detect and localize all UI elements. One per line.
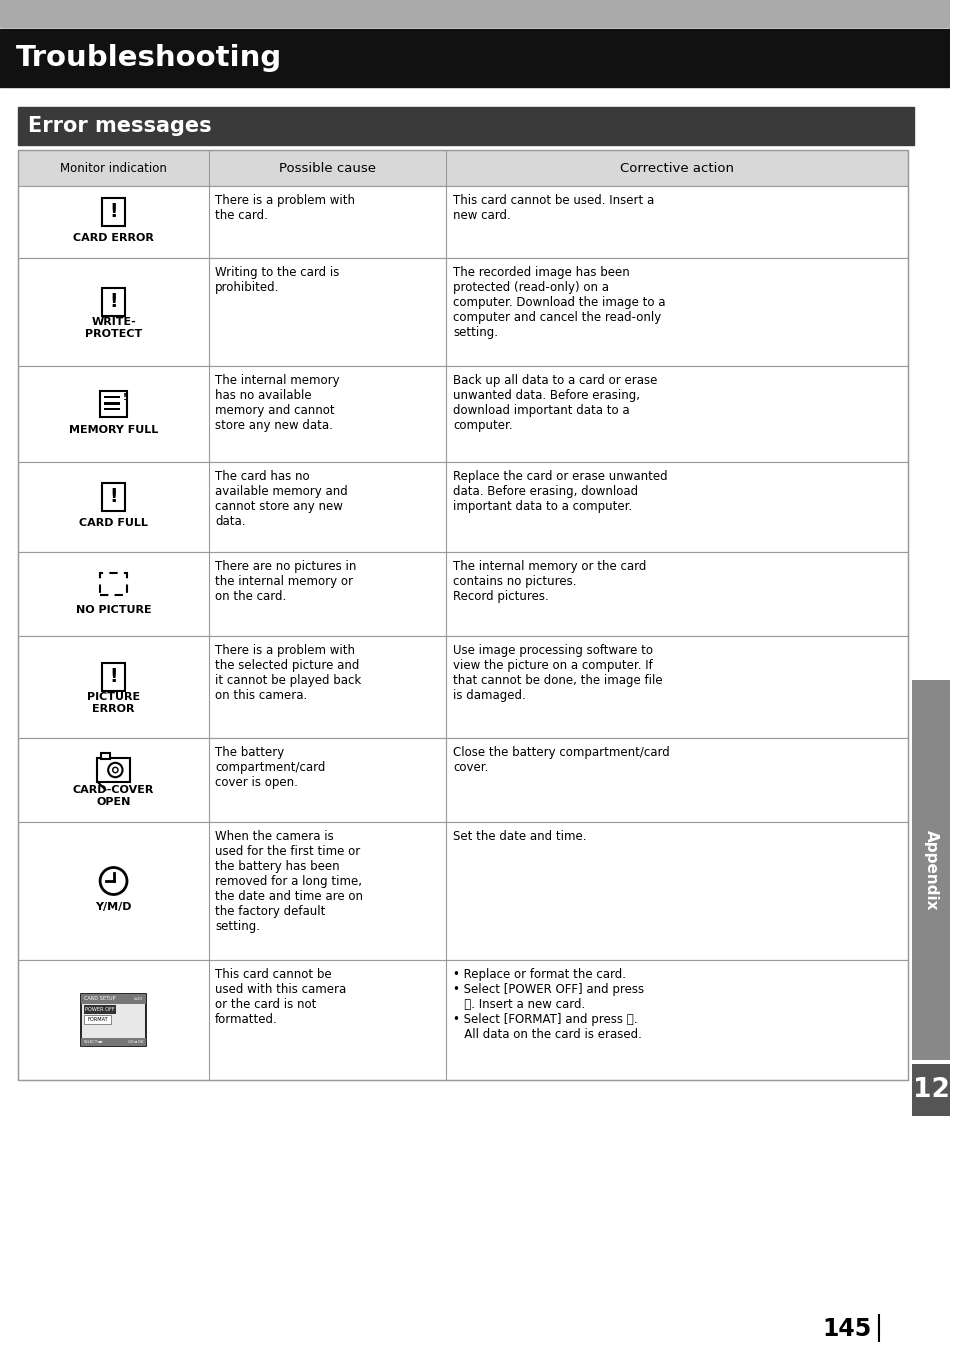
- Text: WRITE-
PROTECT: WRITE- PROTECT: [85, 318, 142, 339]
- Text: Back up all data to a card or erase
unwanted data. Before erasing,
download impo: Back up all data to a card or erase unwa…: [453, 375, 657, 432]
- Text: Monitor indication: Monitor indication: [60, 161, 167, 175]
- Bar: [84, 1004, 116, 1014]
- Bar: [102, 198, 125, 227]
- Bar: [18, 186, 907, 258]
- Bar: [101, 753, 110, 760]
- Text: Use image processing software to
view the picture on a computer. If
that cannot : Use image processing software to view th…: [453, 645, 662, 702]
- Bar: [104, 407, 120, 410]
- Text: The internal memory
has no available
memory and cannot
store any new data.: The internal memory has no available mem…: [215, 375, 339, 432]
- Text: CARD ERROR: CARD ERROR: [73, 233, 153, 243]
- Bar: [102, 483, 125, 512]
- Bar: [18, 107, 914, 145]
- Bar: [18, 552, 907, 636]
- Text: FORMAT: FORMAT: [87, 1016, 108, 1022]
- Text: This card cannot be
used with this camera
or the card is not
formatted.: This card cannot be used with this camer…: [215, 968, 346, 1026]
- Bar: [18, 366, 907, 461]
- Text: NO PICTURE: NO PICTURE: [75, 605, 152, 615]
- Bar: [911, 1064, 949, 1115]
- Text: PICTURE
ERROR: PICTURE ERROR: [87, 692, 140, 714]
- Text: SELECT◄►: SELECT◄►: [84, 1039, 104, 1044]
- Bar: [18, 636, 907, 738]
- Text: CARD SETUP: CARD SETUP: [84, 996, 115, 1001]
- Bar: [18, 959, 907, 1080]
- Text: !: !: [110, 487, 117, 506]
- Text: MEMORY FULL: MEMORY FULL: [69, 425, 158, 436]
- Text: The battery
compartment/card
cover is open.: The battery compartment/card cover is op…: [215, 746, 325, 788]
- Bar: [100, 391, 127, 417]
- Bar: [18, 461, 907, 552]
- Text: There is a problem with
the card.: There is a problem with the card.: [215, 194, 355, 223]
- Text: !: !: [110, 202, 117, 221]
- Bar: [0, 0, 949, 27]
- Text: There are no pictures in
the internal memory or
on the card.: There are no pictures in the internal me…: [215, 560, 356, 603]
- Bar: [81, 993, 146, 1004]
- Bar: [18, 822, 907, 959]
- Text: 12: 12: [912, 1077, 949, 1103]
- Text: !: !: [122, 394, 126, 402]
- Text: There is a problem with
the selected picture and
it cannot be played back
on thi: There is a problem with the selected pic…: [215, 645, 361, 702]
- Text: This card cannot be used. Insert a
new card.: This card cannot be used. Insert a new c…: [453, 194, 654, 223]
- Text: POWER OFF: POWER OFF: [85, 1007, 115, 1012]
- Text: 145: 145: [821, 1318, 871, 1341]
- Bar: [0, 28, 949, 87]
- Text: Y/M/D: Y/M/D: [95, 902, 132, 912]
- Text: Replace the card or erase unwanted
data. Before erasing, download
important data: Replace the card or erase unwanted data.…: [453, 470, 667, 513]
- Bar: [84, 1015, 111, 1023]
- Text: Corrective action: Corrective action: [619, 161, 734, 175]
- Text: Writing to the card is
prohibited.: Writing to the card is prohibited.: [215, 266, 339, 294]
- Bar: [18, 738, 907, 822]
- Text: The internal memory or the card
contains no pictures.
Record pictures.: The internal memory or the card contains…: [453, 560, 646, 603]
- Bar: [104, 396, 120, 399]
- Text: Close the battery compartment/card
cover.: Close the battery compartment/card cover…: [453, 746, 669, 773]
- Bar: [81, 1038, 146, 1046]
- Bar: [102, 288, 125, 316]
- Text: !: !: [110, 292, 117, 311]
- Bar: [104, 402, 120, 404]
- Text: Error messages: Error messages: [28, 115, 212, 136]
- Text: CARD-COVER
OPEN: CARD-COVER OPEN: [72, 786, 154, 807]
- Bar: [97, 759, 130, 782]
- Text: GO◄ OK: GO◄ OK: [128, 1039, 143, 1044]
- Text: Troubleshooting: Troubleshooting: [16, 43, 282, 72]
- Text: CARD FULL: CARD FULL: [79, 518, 148, 528]
- Bar: [18, 151, 907, 186]
- Text: • Replace or format the card.
• Select [POWER OFF] and press
   ⒪. Insert a new : • Replace or format the card. • Select […: [453, 968, 643, 1041]
- Bar: [102, 662, 125, 692]
- Text: !: !: [110, 666, 117, 685]
- Bar: [18, 258, 907, 366]
- Bar: [911, 680, 949, 1060]
- Text: (xD): (xD): [133, 997, 143, 1001]
- Text: When the camera is
used for the first time or
the battery has been
removed for a: When the camera is used for the first ti…: [215, 830, 363, 934]
- Text: The card has no
available memory and
cannot store any new
data.: The card has no available memory and can…: [215, 470, 348, 528]
- Bar: [18, 151, 907, 1080]
- Text: Appendix: Appendix: [923, 829, 938, 911]
- Text: Possible cause: Possible cause: [279, 161, 375, 175]
- Bar: [81, 993, 146, 1046]
- Text: Set the date and time.: Set the date and time.: [453, 830, 586, 843]
- Text: The recorded image has been
protected (read-only) on a
computer. Download the im: The recorded image has been protected (r…: [453, 266, 665, 339]
